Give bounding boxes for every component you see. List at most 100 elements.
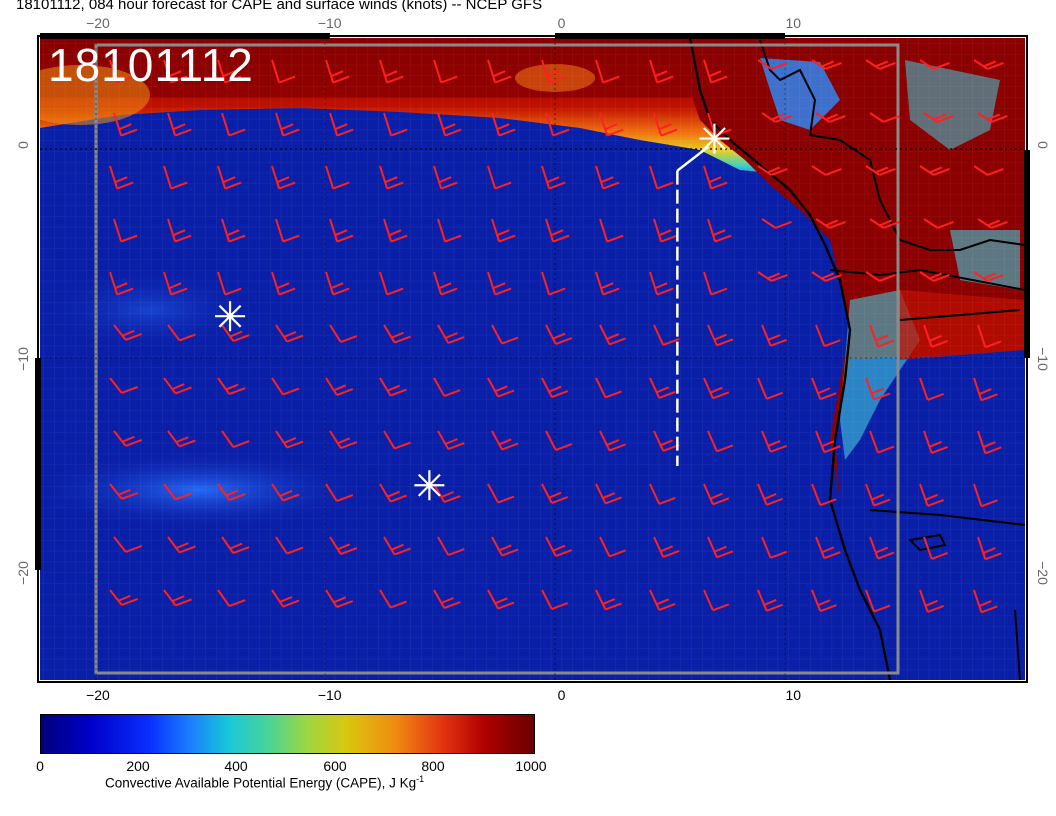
wind-barb <box>977 536 1002 561</box>
wind-barb <box>869 112 900 123</box>
country-border <box>759 39 1025 251</box>
wind-barb <box>329 218 354 243</box>
wind-barb <box>163 59 188 84</box>
wind-barb <box>649 589 676 611</box>
y-ticks-right: 0 −10 −20 <box>1035 141 1051 585</box>
wind-barb <box>973 165 1004 176</box>
wind-barb <box>977 430 1002 455</box>
wind-barb <box>271 271 296 296</box>
datestamp-label: 18101112 <box>48 39 254 91</box>
wind-barb <box>163 271 188 296</box>
x-tick-label: 0 <box>558 687 566 700</box>
wind-barb <box>383 112 408 137</box>
wind-barb <box>491 430 519 451</box>
y-tick-label: 0 <box>15 141 31 149</box>
wind-barb <box>329 430 358 449</box>
wind-barb <box>163 589 192 607</box>
lake-outline <box>907 533 947 552</box>
wind-barb <box>325 59 350 84</box>
wind-barb <box>167 218 192 243</box>
wind-barb <box>545 324 573 345</box>
wind-barb <box>595 589 622 611</box>
wind-barb <box>545 430 573 451</box>
wind-barb <box>703 589 730 612</box>
wind-barb <box>271 589 300 608</box>
dashed-track <box>676 145 710 466</box>
wind-barb <box>653 324 680 346</box>
wind-barb <box>163 165 188 190</box>
wind-barb <box>217 59 242 84</box>
wind-barb <box>919 589 945 613</box>
markers <box>215 123 730 501</box>
wind-barb <box>109 271 134 296</box>
x-ticks-top: −20 −10 0 10 <box>86 15 801 31</box>
cape-wind-map[interactable]: −20 −10 0 10 −20 −10 0 10 0 −10 −20 0 −10 −20 <box>0 0 1056 700</box>
wind-barb <box>271 483 300 502</box>
asterisk-marker[interactable] <box>215 301 246 332</box>
wind-barb <box>707 218 732 243</box>
wind-barb <box>919 377 945 401</box>
wind-barb <box>329 324 358 343</box>
wind-barb <box>757 483 783 506</box>
wind-barb <box>113 536 143 553</box>
wind-barb <box>757 377 783 400</box>
wind-barb <box>541 589 569 610</box>
wind-barb <box>977 112 1008 123</box>
colorbar-title-sup: -1 <box>416 774 425 784</box>
wind-barb <box>599 430 626 452</box>
wind-barb <box>923 112 954 123</box>
wind-barb <box>703 483 730 506</box>
wind-barb <box>271 165 296 190</box>
wind-barb <box>487 165 512 190</box>
y-tick-label: −20 <box>1035 561 1051 585</box>
y-tick-label: 0 <box>1035 141 1051 149</box>
wind-barb <box>329 536 358 555</box>
wind-barb <box>977 218 1008 229</box>
wind-barb <box>433 271 458 296</box>
wind-barb <box>541 165 566 190</box>
wind-barb <box>379 271 404 296</box>
colorbar-label: 0 <box>36 758 44 774</box>
wind-barb <box>707 324 734 347</box>
wind-barb <box>649 165 674 190</box>
y-ticks-left: 0 −10 −20 <box>15 141 31 585</box>
grid-overlay <box>40 38 1025 680</box>
wind-barb <box>275 536 304 555</box>
y-tick-label: −20 <box>15 561 31 585</box>
wind-barb <box>653 218 678 243</box>
wind-barb <box>599 536 626 558</box>
colorbar-label: 200 <box>126 758 150 774</box>
wind-barb <box>703 59 728 84</box>
wind-barb <box>973 59 1004 70</box>
wind-barb <box>383 218 408 243</box>
wind-barb <box>383 324 411 344</box>
colorbar-label: 600 <box>323 758 347 774</box>
wind-barb <box>707 430 734 453</box>
wind-barb <box>865 377 891 401</box>
wind-barb <box>545 112 570 137</box>
wind-barb <box>487 59 512 84</box>
wind-barb <box>113 324 143 341</box>
wind-barb <box>595 271 620 296</box>
wind-barb <box>595 59 620 84</box>
wind-barb <box>757 271 788 282</box>
wind-barb <box>919 165 950 176</box>
wind-barb <box>271 59 296 84</box>
wind-barb <box>221 218 246 243</box>
wind-barb <box>325 589 354 608</box>
wind-barb <box>869 536 895 560</box>
asterisk-marker[interactable] <box>699 123 730 154</box>
wind-barb <box>491 536 519 557</box>
wind-barb <box>383 536 411 556</box>
wind-barb <box>221 324 250 342</box>
y-tick-label: −10 <box>15 347 31 371</box>
wind-barb <box>487 483 515 504</box>
x-tick-label: 0 <box>558 15 566 31</box>
wind-barb <box>163 377 192 395</box>
wind-barb <box>973 589 998 614</box>
wind-barb <box>325 377 354 396</box>
asterisk-marker[interactable] <box>414 470 445 501</box>
wind-barb <box>487 377 515 398</box>
wind-barb <box>649 377 676 399</box>
wind-barb <box>325 483 354 502</box>
